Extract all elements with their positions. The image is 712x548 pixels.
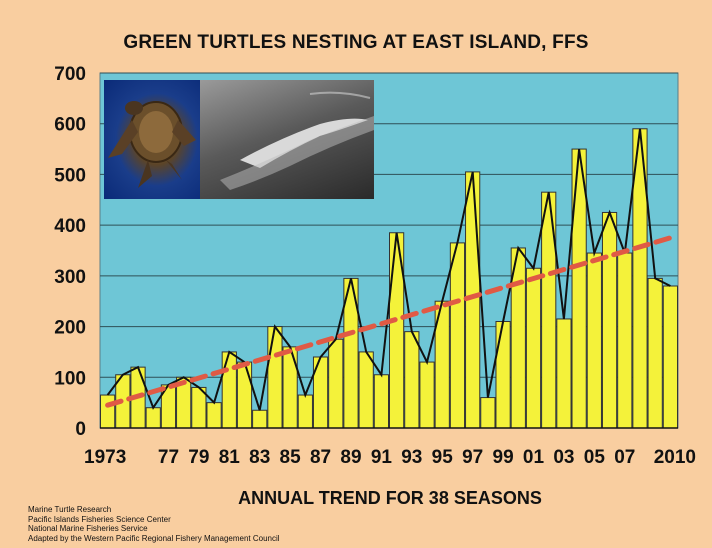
x-tick-label: 87	[310, 447, 331, 468]
bar	[236, 361, 253, 429]
turtle-icon	[108, 101, 196, 188]
bar	[601, 211, 618, 429]
y-tick-label: 400	[54, 216, 86, 237]
island-aerial-icon	[220, 91, 374, 190]
bar	[449, 242, 466, 429]
y-tick-label: 0	[75, 419, 86, 440]
bar	[480, 397, 496, 429]
bar	[404, 331, 420, 429]
bar	[100, 394, 116, 429]
x-axis-title: ANNUAL TREND FOR 38 SEASONS	[238, 488, 542, 508]
bar	[647, 277, 663, 429]
bar	[328, 338, 344, 429]
bar	[206, 402, 222, 429]
bar	[495, 321, 511, 429]
turtle-photo	[104, 80, 200, 199]
bar	[617, 252, 633, 429]
x-tick-label: 93	[401, 447, 422, 468]
bar	[145, 407, 161, 429]
y-tick-label: 100	[54, 368, 86, 389]
y-tick-label: 200	[54, 318, 86, 339]
credits: Marine Turtle Research Pacific Islands F…	[28, 505, 280, 543]
x-tick-label: 85	[280, 447, 302, 468]
bar	[586, 252, 602, 429]
x-tick-label: 81	[219, 447, 241, 468]
y-tick-label: 500	[54, 165, 86, 186]
bar	[252, 409, 268, 429]
x-tick-label: 05	[584, 447, 606, 468]
x-tick-label: 1973	[84, 447, 126, 468]
x-tick-label: 77	[158, 447, 179, 468]
y-tick-label: 600	[54, 115, 86, 136]
trendline	[105, 235, 673, 408]
bar	[221, 351, 237, 429]
x-tick-label: 97	[462, 447, 483, 468]
x-tick-label: 91	[371, 447, 393, 468]
y-tick-label: 700	[54, 64, 86, 85]
y-tick-label: 300	[54, 267, 86, 288]
bar	[556, 318, 572, 429]
x-tick-label: 89	[340, 447, 361, 468]
x-tick-label: 03	[553, 447, 574, 468]
chart-title: GREEN TURTLES NESTING AT EAST ISLAND, FF…	[123, 32, 589, 53]
x-tick-label: 07	[614, 447, 635, 468]
bar	[662, 285, 679, 429]
bar	[373, 374, 389, 429]
x-tick-label: 95	[432, 447, 454, 468]
trend-data-line	[106, 128, 671, 411]
bar	[358, 351, 374, 429]
credit-line: Pacific Islands Fisheries Science Center	[28, 514, 171, 524]
credit-line: Adapted by the Western Pacific Regional …	[28, 533, 280, 543]
credit-line: National Marine Fisheries Service	[28, 524, 148, 533]
credit-line: Marine Turtle Research	[28, 505, 112, 514]
x-tick-label: 79	[188, 447, 209, 468]
bar	[571, 148, 587, 429]
x-tick-label: 99	[493, 447, 514, 468]
bar	[267, 326, 283, 429]
x-tick-label: 2010	[654, 447, 696, 468]
bar	[525, 267, 542, 429]
bar	[297, 394, 313, 429]
bar	[282, 346, 298, 429]
x-tick-label: 83	[249, 447, 270, 468]
bar	[419, 361, 435, 429]
x-tick-label: 01	[523, 447, 545, 468]
island-photo	[200, 80, 374, 199]
